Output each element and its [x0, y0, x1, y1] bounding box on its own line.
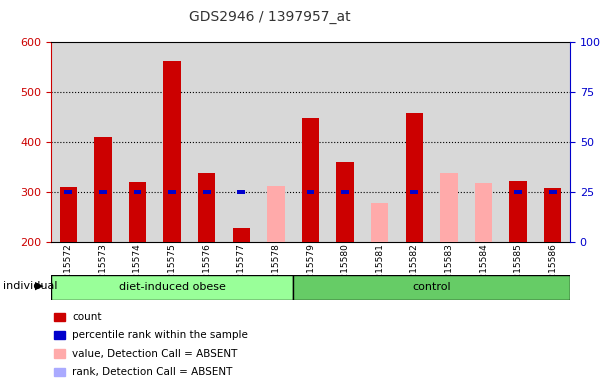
Text: GDS2946 / 1397957_at: GDS2946 / 1397957_at — [189, 10, 351, 23]
Bar — [168, 190, 176, 194]
Text: diet-induced obese: diet-induced obese — [119, 282, 226, 292]
Bar — [198, 173, 215, 242]
Bar — [302, 118, 319, 242]
Bar — [86, 42, 120, 242]
Bar — [509, 180, 527, 242]
Bar — [94, 137, 112, 242]
Text: count: count — [72, 312, 101, 322]
Bar — [59, 187, 77, 242]
Bar — [190, 42, 224, 242]
Bar — [501, 42, 535, 242]
Bar — [203, 190, 211, 194]
Bar — [362, 42, 397, 242]
Bar — [129, 182, 146, 242]
Bar — [406, 113, 423, 242]
Bar — [549, 190, 557, 194]
Bar — [51, 42, 86, 242]
Text: control: control — [412, 282, 451, 292]
Bar — [371, 203, 388, 242]
Bar — [238, 190, 245, 194]
Bar — [155, 42, 190, 242]
Bar — [267, 185, 284, 242]
Bar — [293, 275, 570, 300]
Bar — [431, 42, 466, 242]
Text: value, Detection Call = ABSENT: value, Detection Call = ABSENT — [72, 349, 238, 359]
Bar — [544, 188, 562, 242]
Bar — [293, 42, 328, 242]
Bar — [51, 275, 293, 300]
Bar — [233, 228, 250, 242]
Bar — [120, 42, 155, 242]
Text: rank, Detection Call = ABSENT: rank, Detection Call = ABSENT — [72, 367, 232, 377]
Bar — [341, 190, 349, 194]
Bar — [224, 42, 259, 242]
Bar — [535, 42, 570, 242]
Bar — [259, 42, 293, 242]
Bar — [163, 61, 181, 242]
Bar — [337, 162, 354, 242]
Bar — [64, 190, 72, 194]
Bar — [514, 190, 522, 194]
Bar — [307, 190, 314, 194]
Text: percentile rank within the sample: percentile rank within the sample — [72, 330, 248, 340]
Text: individual: individual — [3, 281, 58, 291]
Bar — [466, 42, 501, 242]
Bar — [328, 42, 362, 242]
Bar — [410, 190, 418, 194]
Bar — [134, 190, 142, 194]
Bar — [397, 42, 431, 242]
Bar — [99, 190, 107, 194]
Bar — [440, 173, 458, 242]
Bar — [475, 183, 492, 242]
Text: ▶: ▶ — [35, 281, 44, 291]
